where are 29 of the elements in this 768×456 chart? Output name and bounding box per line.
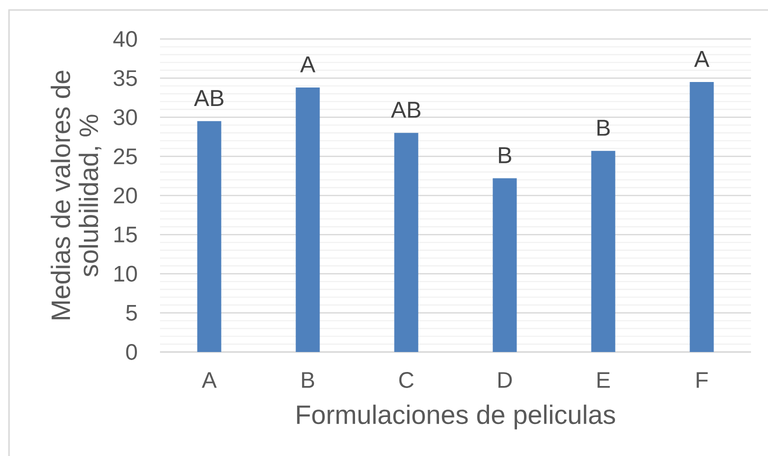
bar — [591, 150, 616, 352]
y-tick-label: 15 — [114, 226, 137, 242]
x-tick-label: D — [498, 372, 512, 388]
y-tick-label: 10 — [114, 266, 137, 282]
data-label: A — [300, 56, 316, 72]
x-axis-title: Formulaciones de peliculas — [297, 404, 616, 430]
y-tick-label: 0 — [126, 344, 137, 360]
x-tick-label: E — [598, 372, 610, 388]
y-tick-label: 20 — [114, 188, 137, 204]
bar — [296, 88, 320, 352]
x-tick-label: B — [302, 372, 314, 388]
bar — [197, 121, 222, 352]
data-label: AB — [390, 102, 420, 118]
x-tick-label: C — [399, 372, 414, 388]
data-label: B — [498, 147, 512, 164]
bar — [690, 82, 714, 352]
x-tick-label: A — [202, 372, 217, 388]
data-label: AB — [194, 90, 224, 106]
y-tick-label: 25 — [114, 148, 137, 164]
y-tick-label: 30 — [114, 109, 137, 126]
bar — [394, 132, 418, 352]
y-axis-title: Medias de valores de solubilidad, % — [50, 70, 102, 320]
x-tick-label: F — [696, 372, 708, 388]
data-label: A — [694, 50, 710, 67]
y-tick-label: 5 — [126, 305, 137, 321]
data-label: B — [597, 120, 610, 136]
bar — [492, 178, 517, 352]
y-tick-label: 40 — [113, 31, 137, 47]
y-tick-label: 35 — [114, 70, 137, 86]
